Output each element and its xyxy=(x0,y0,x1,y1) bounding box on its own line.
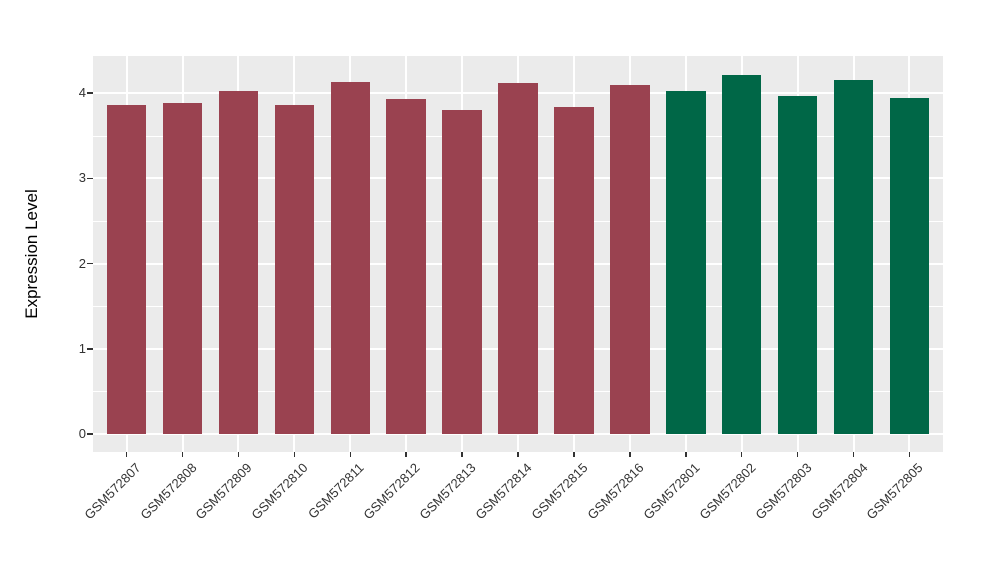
bar xyxy=(330,81,370,434)
bar xyxy=(889,98,930,434)
x-tick-mark xyxy=(908,452,911,457)
x-tick-label: GSM572810 xyxy=(248,460,311,523)
bar xyxy=(721,75,762,434)
x-tick-mark xyxy=(629,452,631,457)
bar xyxy=(386,99,426,434)
x-tick-label: GSM572803 xyxy=(751,460,815,523)
bar xyxy=(554,106,594,434)
y-tick-label: 1 xyxy=(78,340,86,356)
y-axis-title: Expression Level xyxy=(22,189,41,319)
x-tick-mark xyxy=(740,452,743,457)
bar xyxy=(777,96,818,434)
x-tick-mark xyxy=(685,452,687,457)
x-tick-label: GSM572813 xyxy=(416,460,479,523)
y-tick-mark xyxy=(87,92,93,94)
y-tick-label: 3 xyxy=(78,170,86,186)
bar xyxy=(218,91,259,434)
bar xyxy=(498,82,538,434)
x-tick-label: GSM572802 xyxy=(696,460,759,523)
bar xyxy=(274,104,315,434)
y-tick-label: 0 xyxy=(78,426,86,441)
x-tick-label: GSM572811 xyxy=(305,460,367,522)
x-tick-mark xyxy=(125,452,128,457)
x-tick-label: GSM572815 xyxy=(528,460,591,523)
bar xyxy=(442,110,482,434)
x-tick-mark xyxy=(852,452,855,457)
x-tick-label: GSM572804 xyxy=(807,460,871,523)
y-tick-mark xyxy=(87,348,93,350)
bar xyxy=(610,85,650,434)
y-tick-mark xyxy=(87,177,93,179)
plot-panel xyxy=(93,56,943,452)
x-tick-label: GSM572812 xyxy=(360,460,423,523)
x-tick-label: GSM572807 xyxy=(80,460,144,523)
x-tick-mark xyxy=(461,452,463,457)
x-tick-label: GSM572805 xyxy=(863,460,926,523)
x-tick-mark xyxy=(796,452,799,457)
x-tick-mark xyxy=(237,452,240,457)
bar xyxy=(162,103,203,434)
x-tick-mark xyxy=(349,452,351,457)
x-tick-mark xyxy=(517,452,519,457)
x-tick-mark xyxy=(293,452,296,457)
x-tick-label: GSM572809 xyxy=(192,460,255,523)
x-tick-mark xyxy=(405,452,407,457)
x-tick-mark xyxy=(181,452,184,457)
x-tick-label: GSM572808 xyxy=(136,460,200,523)
x-tick-mark xyxy=(573,452,575,457)
x-tick-label: GSM572816 xyxy=(584,460,647,523)
y-tick-mark xyxy=(87,433,93,435)
x-tick-label: GSM572801 xyxy=(640,460,703,523)
y-tick-label: 2 xyxy=(78,255,86,271)
x-tick-label: GSM572814 xyxy=(472,460,535,523)
bar xyxy=(106,104,147,434)
bar xyxy=(833,80,874,434)
y-tick-label: 4 xyxy=(78,85,86,100)
bar xyxy=(666,91,706,434)
y-tick-mark xyxy=(87,262,93,265)
